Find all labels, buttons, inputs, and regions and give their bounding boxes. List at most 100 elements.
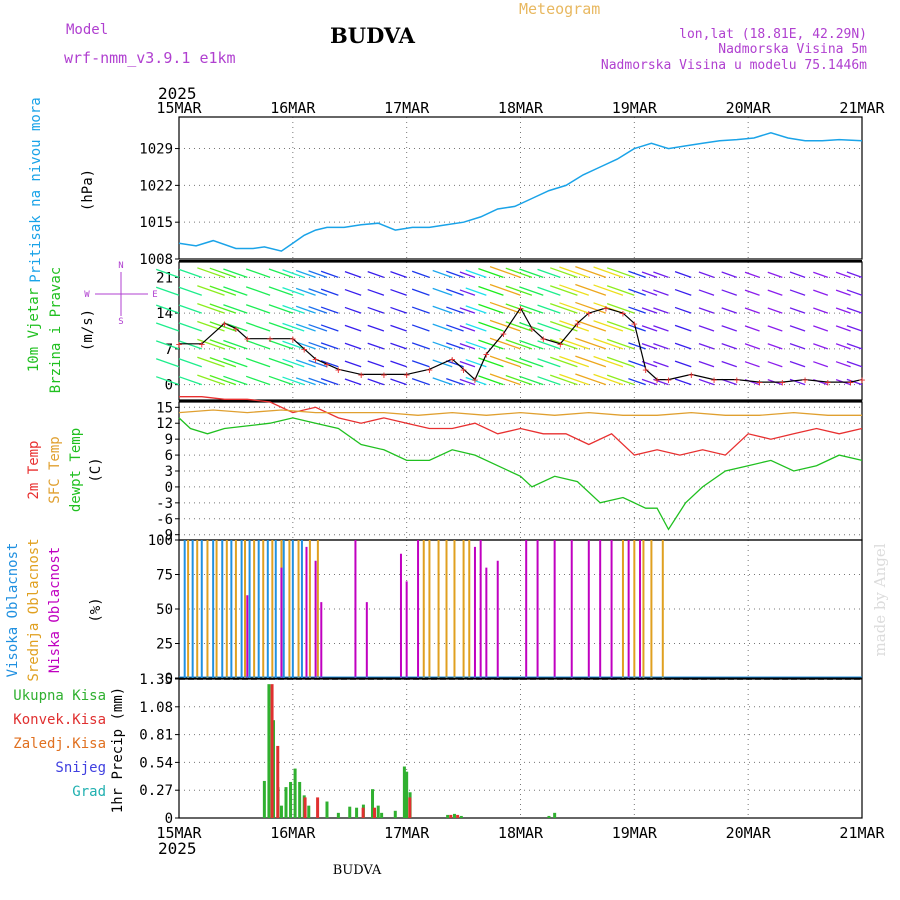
wind-barb [789,325,806,332]
precip-bar [348,806,352,818]
y-tick-label: 3 [165,464,173,480]
y-tick-label: 0.54 [139,755,173,771]
precip-bar [284,787,288,818]
wind-barb [209,285,237,296]
wind-barb [789,378,806,386]
precip-bar [405,771,409,818]
wind-barb [559,302,590,314]
wind-barb [390,342,407,350]
wind-barb [813,271,829,278]
wind-barb [559,320,590,332]
wind-barb [575,319,607,332]
wind-barb [628,342,646,350]
wind-barb [628,270,646,278]
wind-barb [432,341,453,350]
wind-barb [320,360,339,368]
wind-gust-marker: + [733,374,740,387]
wind-barb [835,271,851,278]
wind-barb [268,304,294,314]
wind-barb [721,307,737,314]
wind-barb [411,377,430,386]
y-tick-label: 0 [165,378,173,394]
x-tick-label-top: 18MAR [498,99,544,117]
wind-barb [835,307,851,314]
precip-bar [446,814,450,818]
meteogram-title: Meteogram [519,0,600,18]
wind-barb [320,324,339,332]
wind-barb [432,305,453,314]
wind-barb [245,286,271,296]
station-title: BUDVA [330,23,416,48]
wind-gust-marker: + [642,363,649,376]
wind-barb [446,270,464,278]
wind-barb [575,337,607,350]
wind-barb [505,303,533,314]
wind-barb [767,343,783,350]
wind-barb [606,320,635,332]
wind-barb [559,284,590,296]
wind-barb [628,377,646,386]
wind-barb [367,342,385,350]
wind-barb [178,340,202,350]
model-label: Model [66,22,108,38]
wind-barb [653,271,669,278]
wind-barb [223,286,248,296]
wind-barb [209,321,237,332]
panel-frame-pressure [178,116,863,260]
wind-barb [155,340,180,350]
wind-unit-label: (m/s) [80,309,96,351]
wind-barb [653,307,669,314]
precip-bar [393,810,397,818]
wind-barb [846,342,863,350]
compass-e: E [152,290,157,300]
wind-barb [593,320,624,332]
wind-gust-marker: + [198,338,205,351]
wind-barb [282,269,305,278]
wind-barb [478,339,504,350]
wind-barb [593,337,624,350]
wind-barb [197,320,225,332]
wind-barb [446,360,464,368]
wind-barb [846,289,863,296]
y-tick-label: 15 [156,400,173,416]
cloud-axis-label: Visoka Oblacnost [5,543,21,678]
wind-barb [390,288,407,296]
wind-gust-marker: + [381,368,388,381]
wind-barb [197,267,225,278]
wind-barb [698,307,715,314]
y-tick-label: -6 [156,512,173,528]
cloud-axis-label: Niska Oblacnost [47,547,63,673]
year-bottom: 2025 [158,839,197,858]
precip-bar [553,812,557,818]
precip-unit-label: 1hr Precip (mm) [110,687,126,813]
wind-barb [767,271,783,278]
wind-barb [478,357,504,368]
cloud-unit-label: (%) [88,597,104,622]
precip-legend-entry: Snijeg [55,760,106,776]
x-tick-label-bottom: 21MAR [839,824,885,842]
wind-barb [344,360,362,368]
wind-barb [459,289,476,296]
wind-barb [641,271,658,278]
wind-gust-marker: + [779,376,786,389]
wind-barb [344,342,362,350]
panel-frame-cloud [178,539,863,679]
wind-barb [155,376,180,386]
y-tick-label: -9 [156,528,173,544]
temp-axis-label: dewpt Temp [68,428,84,512]
y-tick-label: 0.81 [139,728,173,744]
wind-barb [641,378,658,386]
model-elevation-text: Nadmorska Visina u modelu 75.1446m [601,58,867,73]
pressure-unit-label: (hPa) [80,169,96,211]
wind-barb [550,302,578,314]
wind-barb [308,377,328,386]
wind-barb [519,339,544,350]
wind-barb [245,304,271,314]
wind-barb [593,266,624,278]
x-tick-label-bottom: 19MAR [612,824,658,842]
y-tick-label: 6 [165,448,173,464]
wind-barb [489,373,521,386]
wind-barb [789,342,806,350]
wind-barb [282,304,305,314]
wind-barb [559,266,590,278]
